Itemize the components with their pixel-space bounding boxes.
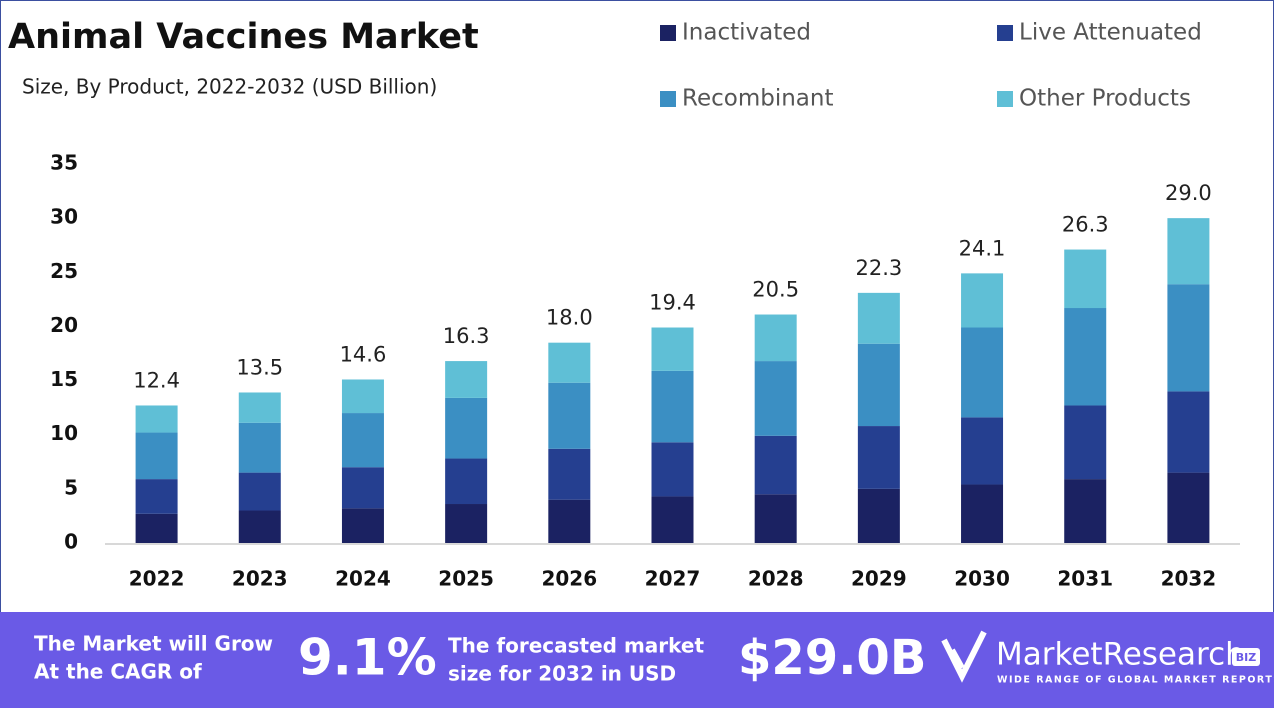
- legend-swatch: [660, 91, 676, 107]
- bar-segment: [341, 379, 384, 414]
- bar-segment: [961, 484, 1004, 543]
- brand: MarketResearch: [996, 637, 1245, 673]
- bar-segment: [445, 397, 488, 459]
- bar-segment: [135, 432, 178, 480]
- bar-segment: [1167, 391, 1210, 473]
- forecast-value: $29.0B: [738, 630, 926, 686]
- x-tick-label: 2029: [851, 567, 907, 591]
- bar-segment: [961, 327, 1004, 418]
- y-tick-label: 30: [50, 205, 78, 229]
- y-tick-label: 0: [64, 530, 78, 554]
- bar-segment: [135, 479, 178, 514]
- bar-segment: [548, 448, 591, 500]
- total-label: 13.5: [236, 355, 283, 379]
- bar-segment: [548, 499, 591, 543]
- bar-segment: [445, 504, 488, 543]
- cagr-value: 9.1%: [298, 629, 437, 687]
- bar-segment: [754, 494, 797, 543]
- bar-segment: [548, 382, 591, 449]
- brand-icon: [941, 630, 987, 683]
- chart-subtitle: Size, By Product, 2022-2032 (USD Billion…: [22, 75, 437, 99]
- footer-band: [0, 612, 1274, 708]
- bar-segment: [651, 327, 694, 371]
- cagr-text: The Market will Grow: [34, 632, 273, 656]
- legend-label: Live Attenuated: [1019, 20, 1202, 46]
- brand-suffix: BIZ: [1236, 651, 1256, 664]
- bar-segment: [961, 273, 1004, 328]
- brand-badge: [1232, 648, 1260, 666]
- bar-segment: [238, 510, 281, 543]
- y-tick-label: 10: [50, 421, 78, 445]
- x-tick-label: 2027: [645, 567, 701, 591]
- total-label: 14.6: [340, 342, 387, 366]
- bar-segment: [135, 405, 178, 433]
- bar-segment: [341, 508, 384, 543]
- legend-swatch: [997, 91, 1013, 107]
- total-label: 26.3: [1062, 213, 1109, 237]
- total-label: 22.3: [855, 256, 902, 280]
- bar-segment: [238, 392, 281, 423]
- bar-segment: [857, 488, 900, 543]
- y-tick-label: 15: [50, 367, 78, 391]
- x-tick-label: 2028: [748, 567, 804, 591]
- bar-segment: [341, 413, 384, 468]
- forecast-text: The forecasted market: [448, 634, 704, 658]
- bar-segment: [754, 361, 797, 436]
- bar-segment: [857, 343, 900, 427]
- x-tick-label: 2030: [954, 567, 1010, 591]
- y-tick-label: 5: [64, 475, 78, 499]
- bar-segment: [445, 458, 488, 505]
- y-tick-label: 35: [50, 151, 78, 175]
- x-tick-label: 2026: [541, 567, 597, 591]
- legend-label: Other Products: [1019, 86, 1191, 112]
- bar-segment: [135, 513, 178, 543]
- total-label: 16.3: [443, 324, 490, 348]
- bar-segment: [1167, 284, 1210, 392]
- bar-segment: [1064, 308, 1107, 406]
- bar-segment: [445, 361, 488, 398]
- x-tick-label: 2031: [1057, 567, 1113, 591]
- bar-segment: [238, 472, 281, 511]
- total-label: 29.0: [1165, 181, 1212, 205]
- total-label: 19.4: [649, 291, 696, 315]
- x-tick-label: 2024: [335, 567, 391, 591]
- x-tick-label: 2022: [129, 567, 185, 591]
- total-label: 20.5: [752, 278, 799, 302]
- tagline: WIDE RANGE OF GLOBAL MARKET REPORTS: [997, 675, 1274, 686]
- bar-segment: [857, 292, 900, 344]
- x-tick-label: 2025: [438, 567, 494, 591]
- x-tick-label: 2023: [232, 567, 288, 591]
- bar-segment: [1064, 405, 1107, 480]
- total-label: 24.1: [959, 236, 1006, 260]
- legend-label: Inactivated: [682, 20, 811, 46]
- legend-swatch: [997, 25, 1013, 41]
- bar-segment: [548, 342, 591, 383]
- bar-segment: [1167, 472, 1210, 543]
- bar-segment: [857, 426, 900, 489]
- y-tick-label: 20: [50, 313, 78, 337]
- chart-title: Animal Vaccines Market: [8, 17, 479, 57]
- total-label: 18.0: [546, 306, 593, 330]
- bar-segment: [651, 496, 694, 543]
- bar-segment: [1064, 479, 1107, 543]
- bar-segment: [1064, 249, 1107, 309]
- bar-segment: [754, 314, 797, 362]
- legend-swatch: [660, 25, 676, 41]
- bar-segment: [1167, 218, 1210, 285]
- bar-segment: [341, 467, 384, 509]
- bar-segment: [961, 417, 1004, 485]
- legend-label: Recombinant: [682, 86, 833, 112]
- cagr-text: At the CAGR of: [34, 660, 202, 684]
- bar-segment: [754, 435, 797, 495]
- bar-segment: [651, 370, 694, 443]
- bar-segment: [238, 422, 281, 473]
- total-label: 12.4: [133, 368, 180, 392]
- bar-segment: [651, 442, 694, 497]
- y-tick-label: 25: [50, 259, 78, 283]
- x-tick-label: 2032: [1161, 567, 1217, 591]
- forecast-text: size for 2032 in USD: [448, 662, 676, 686]
